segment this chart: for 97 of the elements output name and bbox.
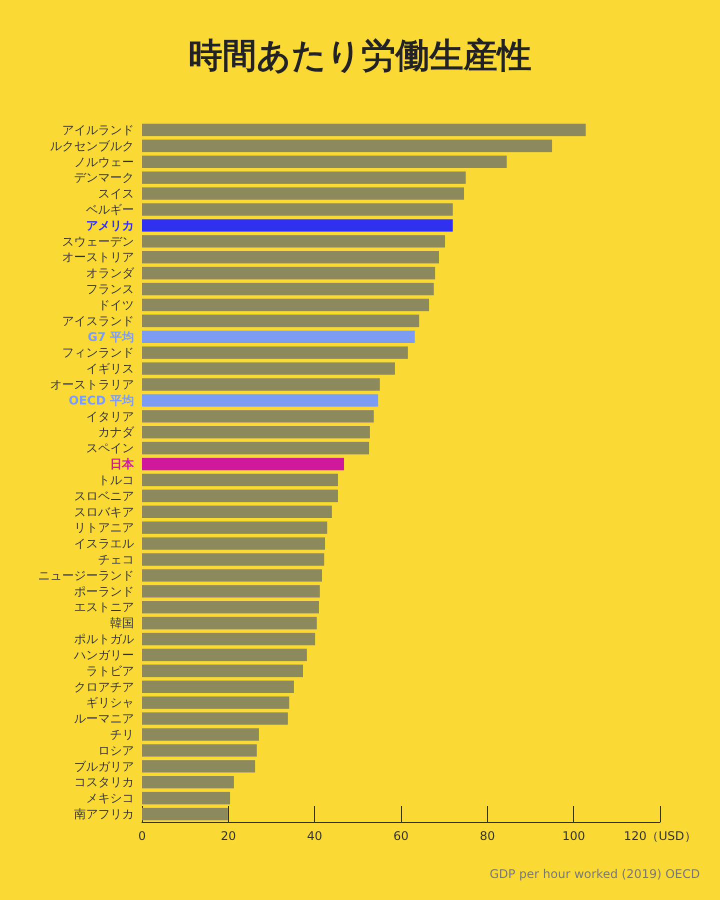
bar	[142, 537, 326, 550]
bar	[142, 203, 453, 216]
bar	[142, 474, 338, 486]
y-tick-label: メキシコ	[86, 791, 134, 806]
bar	[142, 140, 552, 152]
y-tick-label: トルコ	[98, 472, 134, 487]
bar	[142, 792, 230, 804]
bar	[142, 521, 328, 534]
y-tick-label: ルーマニア	[74, 712, 134, 726]
bar	[142, 282, 434, 296]
y-tick-label: G7 平均	[88, 330, 134, 344]
y-tick-label: スロバキア	[74, 504, 134, 519]
y-tick-label: ギリシャ	[86, 696, 134, 710]
bar	[142, 124, 586, 136]
bar	[142, 266, 436, 280]
bar	[142, 696, 290, 709]
y-tick-label: チリ	[110, 728, 134, 742]
y-tick-label: コスタリカ	[74, 775, 134, 790]
y-tick-label: スウェーデン	[62, 234, 134, 248]
y-tick-label: 日本	[110, 457, 135, 472]
x-tick-label: 0	[138, 829, 146, 843]
bar	[142, 330, 415, 343]
bar	[142, 156, 507, 168]
bar	[142, 664, 304, 678]
y-tick-label: アメリカ	[86, 218, 134, 232]
bar	[142, 394, 378, 407]
y-tick-label: リトアニア	[74, 520, 134, 535]
bar	[142, 187, 464, 200]
bar	[142, 426, 370, 438]
y-tick-label: オーストリア	[62, 250, 134, 264]
bar	[142, 235, 446, 248]
y-tick-label: ドイツ	[98, 298, 134, 312]
y-tick-label: アイルランド	[62, 122, 134, 137]
y-tick-label: エストニア	[74, 600, 134, 614]
bar	[142, 728, 259, 741]
y-tick-label: フィンランド	[62, 346, 134, 360]
bar	[142, 569, 322, 582]
y-tick-label: フランス	[86, 282, 134, 296]
y-tick-label: ラトビア	[86, 664, 134, 678]
bar	[142, 776, 234, 788]
bar	[142, 601, 319, 614]
y-tick-label: ポーランド	[74, 584, 134, 598]
bar	[142, 442, 370, 454]
y-tick-label: デンマーク	[74, 170, 134, 185]
x-tick-label: 80	[480, 829, 495, 843]
bar	[142, 251, 439, 264]
y-tick-label: スロベニア	[74, 488, 134, 503]
y-tick-label: 南アフリカ	[74, 807, 134, 822]
bar	[142, 585, 320, 598]
bar	[142, 490, 338, 502]
y-tick-label: スペイン	[86, 441, 134, 456]
y-tick-label: 韓国	[110, 616, 134, 630]
y-tick-label: ポルトガル	[74, 632, 134, 646]
bar	[142, 298, 430, 312]
y-tick-label: アイスランド	[62, 314, 134, 328]
y-tick-label: ベルギー	[86, 202, 134, 216]
bar	[142, 616, 317, 630]
x-tick-label: 40	[307, 829, 322, 843]
y-tick-label: ロシア	[98, 743, 134, 758]
bar	[142, 648, 307, 662]
y-tick-label: ハンガリー	[73, 648, 134, 662]
y-tick-label: イスラエル	[74, 536, 134, 551]
bar	[142, 171, 466, 184]
bar	[142, 378, 380, 391]
bar	[142, 362, 395, 375]
bar	[142, 346, 408, 359]
bar	[142, 680, 294, 693]
y-tick-label: イタリア	[86, 409, 134, 424]
bar	[142, 712, 288, 725]
bar	[142, 410, 374, 423]
bar	[142, 219, 453, 232]
bar	[142, 808, 228, 820]
bar	[142, 760, 256, 773]
x-tick-label: 120（USD）	[624, 829, 696, 843]
y-tick-label: ニュージーランド	[38, 568, 134, 582]
text: GDP per hour worked (2019) OECD	[490, 867, 700, 881]
bar	[142, 553, 324, 566]
y-tick-label: ブルガリア	[74, 759, 134, 774]
y-tick-label: ルクセンブルク	[50, 138, 134, 153]
x-tick-label: 20	[220, 829, 236, 843]
bar	[142, 314, 420, 328]
chart-title: 時間あたり労働生産性	[188, 36, 532, 76]
y-tick-label: OECD 平均	[68, 393, 134, 408]
bar	[142, 632, 316, 646]
y-tick-label: イギリス	[86, 362, 134, 376]
bar	[142, 744, 257, 757]
x-tick-label: 60	[393, 829, 409, 843]
y-tick-label: オランダ	[86, 266, 135, 280]
y-tick-label: オーストラリア	[50, 378, 134, 392]
y-tick-label: カナダ	[98, 425, 135, 440]
y-tick-label: スイス	[98, 186, 134, 201]
x-tick-label: 100	[562, 829, 586, 843]
bar	[142, 458, 344, 470]
y-tick-label: ノルウェー	[74, 154, 134, 169]
y-tick-label: チェコ	[98, 552, 134, 566]
y-tick-label: クロアチア	[74, 680, 134, 694]
bar	[142, 506, 332, 518]
